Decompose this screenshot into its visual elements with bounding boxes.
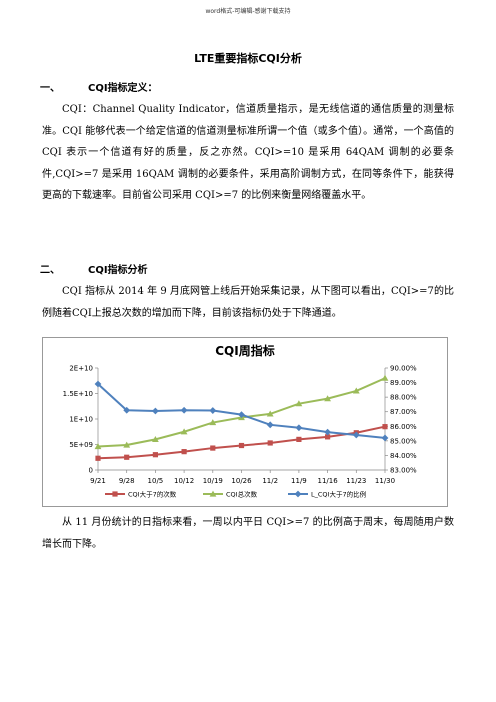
x-tick-label: 10/26 [231, 477, 252, 485]
section-heading-analysis: 二、 CQI指标分析 [40, 261, 148, 276]
cqi-weekly-chart: CQI周指标 0 5E+09 1E+10 1.5E+10 2E+10 83.00% 84.00… [42, 337, 448, 507]
data-point-0 [238, 442, 245, 449]
x-tick-label: 11/16 [318, 477, 339, 485]
right-tick-label: 85.00% [390, 437, 417, 445]
section-label: CQI指标定义： [88, 83, 158, 94]
section-label: CQI指标分析 [88, 265, 148, 276]
data-point-1 [295, 400, 303, 407]
data-point-0 [95, 455, 101, 461]
data-point-0 [124, 454, 130, 460]
section-number: 一、 [40, 83, 60, 94]
data-point-0 [325, 434, 331, 440]
data-point-1 [180, 428, 188, 435]
data-point-2 [152, 407, 159, 415]
x-tick-label: 9/28 [119, 477, 135, 485]
right-tick-label: 89.00% [390, 379, 417, 387]
data-point-0 [152, 452, 158, 458]
data-point-2 [180, 406, 188, 414]
right-tick-label: 88.00% [390, 394, 417, 402]
data-point-2 [209, 407, 217, 414]
data-point-1 [209, 419, 217, 426]
data-point-2 [381, 434, 389, 442]
left-tick-label: 1.5E+10 [63, 390, 93, 398]
right-tick-label: 84.00% [390, 452, 417, 460]
data-point-2 [238, 411, 245, 419]
chart-svg: CQI周指标 0 5E+09 1E+10 1.5E+10 2E+10 83.00% 84.00… [63, 343, 417, 499]
left-tick-label: 0 [89, 467, 93, 475]
left-tick-label: 2E+10 [69, 365, 93, 373]
legend-label: L_CQI大于7的比例 [311, 490, 366, 499]
right-tick-label: 86.00% [390, 423, 417, 431]
right-tick-label: 90.00% [390, 365, 417, 373]
page-title: LTE重要指标CQI分析 [194, 52, 302, 65]
legend-label: CQI总次数 [226, 490, 258, 499]
data-point-2 [295, 424, 303, 432]
section-number: 二、 [40, 265, 60, 276]
x-tick-label: 9/21 [90, 477, 106, 485]
paragraph-definition: CQI：Channel Quality Indicator，信道质量指示，是无线… [42, 104, 454, 201]
x-tick-label: 11/2 [262, 477, 278, 485]
x-tick-label: 11/30 [375, 477, 395, 485]
left-tick-label: 1E+10 [69, 416, 93, 424]
data-point-0 [210, 445, 216, 451]
x-tick-label: 11/23 [346, 477, 366, 485]
legend-label: CQI大于7的次数 [128, 490, 177, 499]
data-point-1 [94, 443, 102, 450]
x-tick-label: 10/5 [148, 477, 164, 485]
chart-title: CQI周指标 [215, 343, 274, 358]
x-tick-label: 10/19 [203, 477, 223, 485]
legend-marker [294, 490, 302, 498]
section-heading-definition: 一、 CQI指标定义： [40, 79, 158, 94]
legend-marker [112, 491, 118, 497]
data-point-1 [266, 410, 274, 417]
data-point-1 [352, 387, 360, 394]
data-point-0 [296, 436, 302, 442]
data-point-0 [181, 449, 187, 455]
data-point-0 [267, 440, 273, 446]
x-tick-label: 10/12 [174, 477, 194, 485]
data-point-1 [123, 441, 131, 448]
right-tick-label: 83.00% [390, 467, 417, 475]
paragraph-analysis: CQI 指标从 2014 年 9 月底网管上线后开始采集记录，从下图可以看出，C… [42, 286, 454, 319]
legend-marker [209, 490, 217, 497]
paragraph-conclusion: 从 11 月份统计的日指标来看，一周以内平日 CQI>=7 的比例高于周末，每周… [42, 517, 454, 550]
x-tick-label: 11/9 [291, 477, 307, 485]
data-point-1 [152, 436, 159, 442]
series-line-2 [97, 383, 386, 439]
data-point-1 [324, 395, 331, 402]
data-point-2 [266, 421, 274, 429]
data-point-0 [382, 424, 388, 430]
data-point-1 [381, 374, 389, 381]
page-header: word格式-可编辑-感谢下载支持 [205, 8, 291, 15]
data-point-2 [324, 428, 331, 436]
left-tick-label: 5E+09 [69, 441, 93, 449]
data-point-2 [352, 431, 360, 439]
right-tick-label: 87.00% [390, 408, 417, 416]
